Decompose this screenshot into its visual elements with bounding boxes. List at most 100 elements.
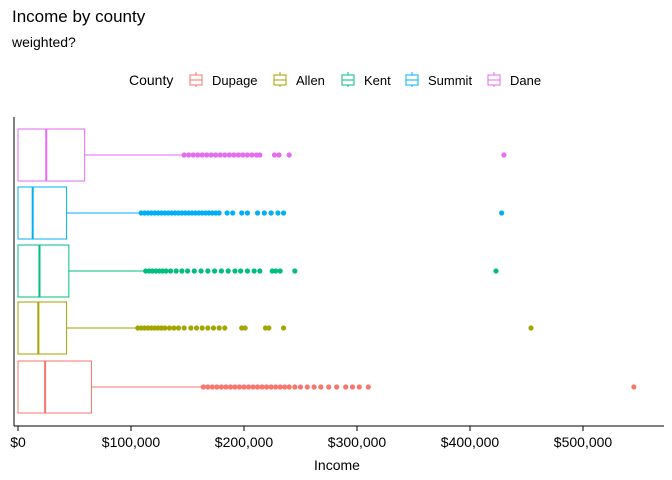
outlier-point-allen: [280, 325, 287, 331]
legend-label-summit: Summit: [428, 73, 472, 88]
x-tick-label: $100,000: [102, 434, 161, 450]
x-tick-label: $500,000: [554, 434, 613, 450]
outlier-point-kent: [179, 268, 185, 274]
outlier-point-allen: [242, 325, 248, 331]
outlier-point-kent: [273, 268, 279, 274]
outlier-point-kent: [184, 268, 191, 274]
outlier-point-kent: [218, 268, 224, 274]
outlier-point-dupage: [218, 384, 224, 390]
outlier-point-allen: [216, 325, 222, 331]
box-dupage: [17, 360, 637, 414]
outlier-point-kent: [191, 268, 197, 274]
outlier-point-summit: [244, 210, 250, 216]
outlier-point-dane: [257, 152, 263, 158]
outlier-point-dane: [208, 152, 214, 158]
outlier-point-dupage: [250, 384, 256, 390]
outlier-point-dupage: [259, 384, 265, 390]
outlier-point-kent: [205, 268, 211, 274]
legend-label-allen: Allen: [296, 73, 325, 88]
outlier-point-allen: [162, 325, 168, 331]
outlier-point-kent: [493, 268, 499, 274]
outlier-point-allen: [205, 325, 211, 331]
outlier-point-dupage: [273, 384, 279, 390]
x-axis-title: Income: [314, 457, 360, 473]
legend-title: County: [129, 72, 173, 88]
outlier-point-summit: [499, 210, 505, 216]
outlier-point-dupage: [311, 384, 317, 390]
legend-label-kent: Kent: [364, 73, 391, 88]
box-allen: [17, 301, 534, 355]
outlier-point-dupage: [264, 384, 270, 390]
iqr-box-allen: [17, 301, 68, 355]
outlier-point-dane: [226, 152, 232, 158]
outlier-point-dupage: [292, 384, 298, 390]
x-tick-label: $200,000: [215, 434, 274, 450]
outlier-point-kent: [232, 268, 238, 274]
outlier-point-summit: [216, 210, 222, 216]
outlier-point-dupage: [282, 384, 288, 390]
outlier-point-dupage: [254, 384, 261, 390]
outlier-point-kent: [244, 268, 250, 274]
outlier-point-dupage: [236, 384, 243, 390]
legend-label-dupage: Dupage: [212, 73, 258, 88]
outlier-point-dane: [501, 152, 507, 158]
outlier-point-dupage: [241, 384, 247, 390]
plot-area: [17, 128, 637, 414]
outlier-point-dane: [286, 152, 292, 158]
x-tick-label: $300,000: [328, 434, 387, 450]
legend: County Dupage Allen Kent Summit Dane: [129, 72, 541, 88]
chart-title: Income by county: [12, 7, 146, 26]
outlier-point-kent: [277, 268, 283, 274]
outlier-point-dupage: [286, 384, 292, 390]
legend-label-dane: Dane: [510, 73, 541, 88]
outlier-point-kent: [163, 268, 169, 274]
outlier-point-allen: [175, 325, 182, 331]
outlier-point-allen: [171, 325, 177, 331]
outlier-point-kent: [251, 268, 257, 274]
outlier-point-dane: [249, 152, 255, 158]
outlier-point-kent: [173, 268, 179, 274]
outlier-point-dane: [195, 152, 201, 158]
outlier-point-dupage: [227, 384, 234, 390]
outlier-point-dane: [235, 152, 241, 158]
outlier-point-summit: [239, 210, 245, 216]
outlier-point-dupage: [631, 384, 637, 390]
legend-item-dane: Dane: [487, 72, 541, 88]
box-kent: [17, 244, 499, 298]
outlier-point-dane: [199, 152, 205, 158]
axes: $0 $100,000 $200,000 $300,000 $400,000 $500,0…: [10, 117, 664, 450]
legend-item-dupage: Dupage: [189, 72, 258, 88]
outlier-point-kent: [238, 268, 244, 274]
outlier-point-allen: [266, 325, 272, 331]
outlier-point-dane: [244, 152, 250, 158]
outlier-point-dupage: [268, 384, 274, 390]
outlier-point-dupage: [349, 384, 356, 390]
outlier-point-dane: [204, 152, 210, 158]
outlier-point-dupage: [334, 384, 340, 390]
outlier-point-kent: [292, 268, 298, 274]
outlier-point-dupage: [365, 384, 371, 390]
outlier-point-dane: [190, 152, 196, 158]
outlier-point-kent: [212, 268, 218, 274]
x-tick-label: $400,000: [441, 434, 500, 450]
x-tick-label: $0: [10, 434, 26, 450]
outlier-point-allen: [199, 325, 205, 331]
iqr-box-summit: [17, 186, 68, 240]
outlier-point-summit: [280, 210, 287, 216]
outlier-point-dane: [240, 152, 246, 158]
iqr-box-dane: [17, 128, 86, 182]
outlier-point-kent: [167, 268, 174, 274]
outlier-point-kent: [257, 268, 263, 274]
outlier-point-dupage: [356, 384, 362, 390]
outlier-point-allen: [193, 325, 200, 331]
outlier-point-summit: [224, 210, 230, 216]
outlier-point-dane: [213, 152, 219, 158]
outlier-point-allen: [210, 325, 217, 331]
outlier-point-dane: [276, 152, 282, 158]
legend-item-allen: Allen: [273, 72, 325, 88]
outlier-point-summit: [230, 210, 236, 216]
outlier-point-allen: [166, 325, 173, 331]
outlier-point-dupage: [304, 384, 310, 390]
outlier-point-kent: [225, 268, 231, 274]
